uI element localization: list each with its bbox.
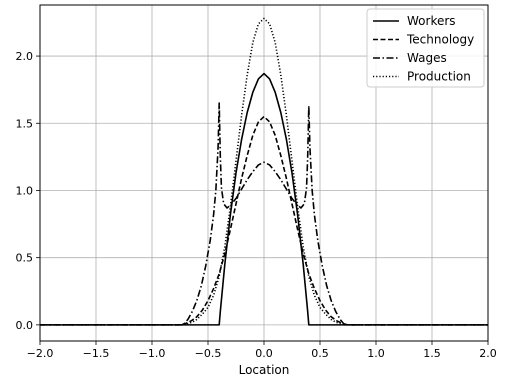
legend-label-technology: Technology [406, 33, 474, 47]
x-tick-label: 1.0 [367, 347, 385, 360]
y-tick-label: 2.0 [16, 50, 34, 63]
x-tick-label: 1.5 [423, 347, 441, 360]
legend-label-wages: Wages [407, 51, 447, 65]
x-tick-label: 0.5 [311, 347, 329, 360]
x-tick-label: −1.0 [139, 347, 166, 360]
series-line-production [40, 17, 488, 326]
y-tick-label: 1.0 [16, 184, 34, 197]
x-tick-label: 2.0 [479, 347, 497, 360]
series-line-technology [40, 115, 488, 326]
x-tick-label: −0.5 [195, 347, 222, 360]
legend-box [366, 8, 485, 88]
x-tick-label: −2.0 [27, 347, 54, 360]
legend-label-workers: Workers [407, 14, 456, 28]
y-tick-label: 1.5 [16, 117, 34, 130]
legend-label-production: Production [407, 70, 471, 84]
y-tick-label: 0.5 [16, 252, 34, 265]
legend: Workers Technology Wages Production [366, 8, 485, 88]
series-line-wages [40, 102, 488, 326]
x-tick-label: 0.0 [255, 347, 273, 360]
y-tick-label: 0.0 [16, 319, 34, 332]
x-tick-label: −1.5 [83, 347, 110, 360]
axis-ticks: −2.0 −1.5 −1.0 −0.5 0.0 0.5 1.0 1.5 2.0 0.0 0.5 1.0… [16, 50, 497, 360]
plot-lines [40, 17, 488, 326]
x-axis-label: Location [239, 363, 290, 377]
